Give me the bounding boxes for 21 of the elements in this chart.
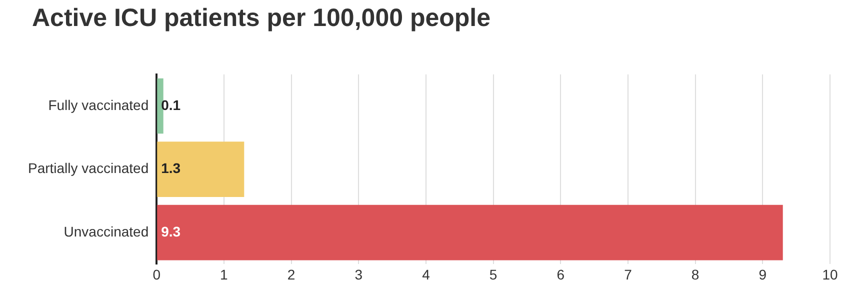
- x-tick-label: 10: [822, 266, 838, 282]
- x-tick-label: 1: [220, 266, 228, 282]
- data-label: 1.3: [161, 160, 181, 176]
- x-tick-label: 4: [422, 266, 430, 282]
- x-tick-label: 9: [758, 266, 767, 282]
- x-tick-label: 2: [287, 266, 296, 282]
- chart-title: Active ICU patients per 100,000 people: [32, 4, 491, 33]
- y-tick-label: Unvaccinated: [64, 223, 149, 240]
- x-tick-label: 7: [624, 266, 632, 282]
- data-label: 0.1: [161, 96, 181, 113]
- y-tick-label: Fully vaccinated: [48, 96, 149, 113]
- bar: [157, 78, 164, 134]
- bar: [157, 204, 783, 260]
- x-tick-label: 5: [489, 266, 498, 282]
- data-label: 9.3: [161, 223, 181, 240]
- x-tick-label: 8: [691, 266, 700, 282]
- bar: [157, 142, 244, 197]
- x-tick-label: 0: [152, 266, 161, 282]
- x-tick-label: 3: [354, 266, 363, 282]
- y-tick-label: Partially vaccinated: [28, 160, 149, 176]
- x-tick-label: 6: [556, 266, 565, 282]
